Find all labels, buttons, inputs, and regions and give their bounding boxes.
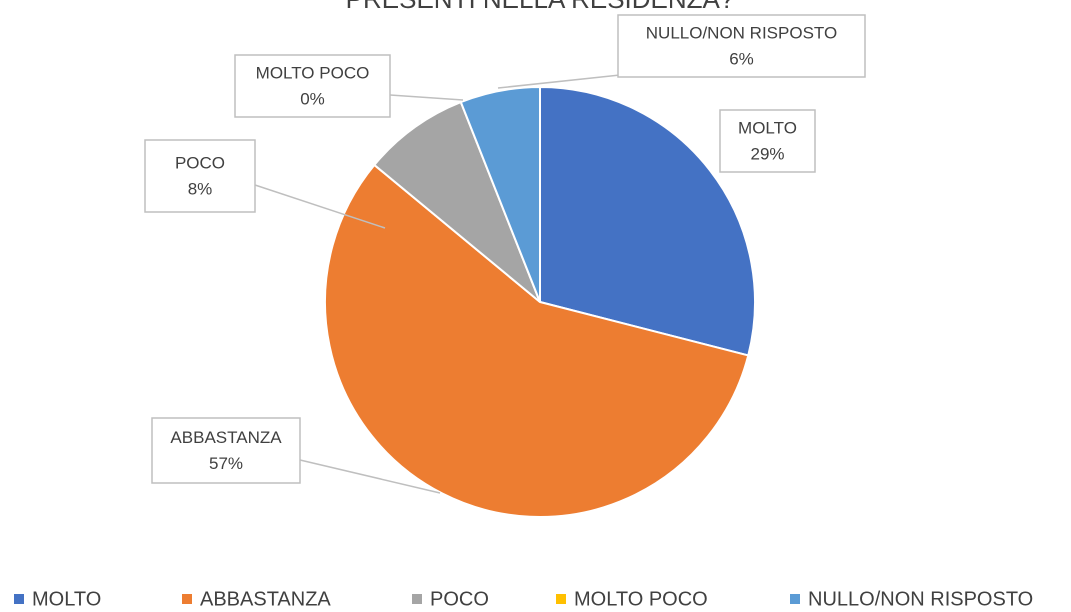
legend-label: MOLTO POCO xyxy=(574,588,708,610)
data-label: 6% xyxy=(729,49,754,68)
label-box xyxy=(719,109,816,173)
label-box xyxy=(151,417,301,484)
legend-swatch xyxy=(14,594,24,604)
data-label-category: POCO xyxy=(175,153,225,172)
pie-slice xyxy=(459,85,541,303)
data-label: 0% xyxy=(300,89,325,108)
legend-swatch xyxy=(556,594,566,604)
pie-slice xyxy=(372,100,541,303)
legend-swatch xyxy=(412,594,422,604)
label-box xyxy=(617,14,866,78)
data-label-category: ABBASTANZA xyxy=(170,428,282,447)
data-label: 29% xyxy=(750,144,784,163)
legend-swatch xyxy=(790,594,800,604)
label-box xyxy=(234,54,391,118)
legend-label: MOLTO xyxy=(32,588,101,610)
data-label: 57% xyxy=(209,454,243,473)
data-label-category: MOLTO POCO xyxy=(256,63,370,82)
leader-line xyxy=(299,459,441,494)
chart-title: PRESENTI NELLA RESIDENZA? xyxy=(346,0,735,14)
pie-slice xyxy=(324,163,750,518)
leader-line xyxy=(497,74,621,89)
leader-line xyxy=(254,184,386,229)
pie-slice xyxy=(539,85,756,357)
legend-label: ABBASTANZA xyxy=(200,588,331,610)
legend-label: NULLO/NON RISPOSTO xyxy=(808,588,1033,610)
leader-line xyxy=(389,94,464,101)
legend-label: POCO xyxy=(430,588,489,610)
legend-swatch xyxy=(182,594,192,604)
data-label: 8% xyxy=(188,179,213,198)
label-box xyxy=(144,139,256,213)
data-label-category: MOLTO xyxy=(738,118,797,137)
data-label-category: NULLO/NON RISPOSTO xyxy=(646,23,837,42)
